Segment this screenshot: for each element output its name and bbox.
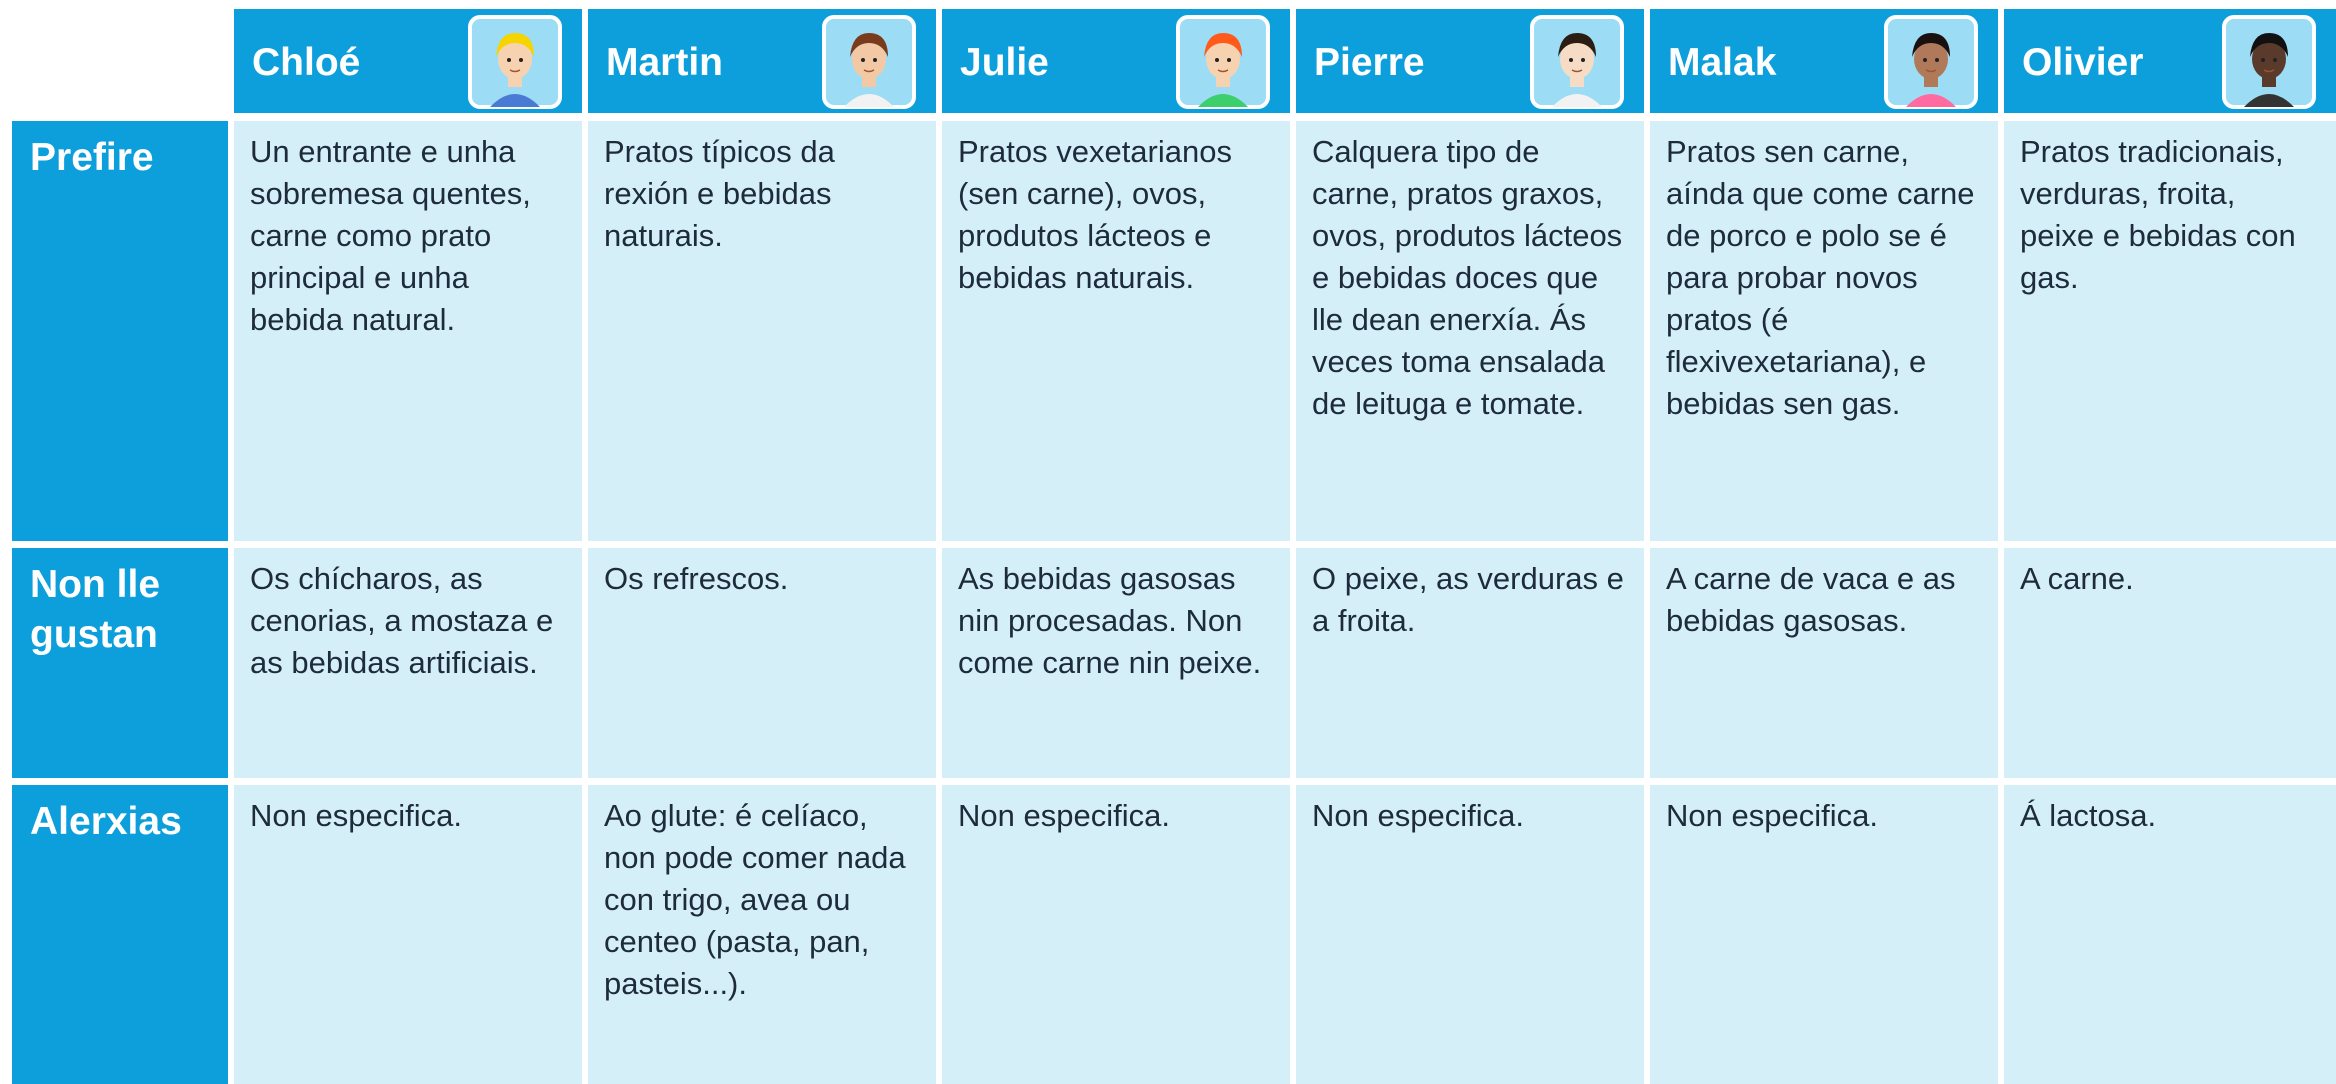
person-header-text: Julie xyxy=(960,41,1049,84)
table-cell-text: Pratos sen carne, aínda que come carne d… xyxy=(1666,134,1975,421)
avatar xyxy=(822,15,916,109)
table-cell-text: Non especifica. xyxy=(958,798,1170,833)
row-label: Non lle gustan xyxy=(12,548,228,778)
table-cell: A carne. xyxy=(2004,548,2336,778)
table-cell-text: Un entrante e unha sobremesa quentes, ca… xyxy=(250,134,531,337)
avatar xyxy=(2222,15,2316,109)
table-cell: Non especifica. xyxy=(1650,785,1998,1084)
table-cell: O peixe, as verduras e a froita. xyxy=(1296,548,1644,778)
table-cell: As bebidas gasosas nin procesadas. Non c… xyxy=(942,548,1290,778)
table-cell: Calquera tipo de carne, pratos graxos, o… xyxy=(1296,121,1644,541)
table-cell: Un entrante e unha sobremesa quentes, ca… xyxy=(234,121,582,541)
table-cell: Non especifica. xyxy=(234,785,582,1084)
person-header-text: Olivier xyxy=(2022,41,2144,84)
person-header: Martin xyxy=(588,9,936,113)
avatar xyxy=(1884,15,1978,109)
table-cell: Pratos típicos da rexión e bebidas natur… xyxy=(588,121,936,541)
table-cell: Pratos sen carne, aínda que come carne d… xyxy=(1650,121,1998,541)
table-cell: A carne de vaca e as bebidas gasosas. xyxy=(1650,548,1998,778)
table-cell-text: Non especifica. xyxy=(250,798,462,833)
person-header: Malak xyxy=(1650,9,1998,113)
table-cell-text: Á lactosa. xyxy=(2020,798,2157,833)
table-cell-text: Non especifica. xyxy=(1666,798,1878,833)
table-cell-text: A carne. xyxy=(2020,561,2134,596)
avatar xyxy=(1176,15,1270,109)
person-header-text: Martin xyxy=(606,41,723,84)
table-cell-text: Ao glute: é celíaco, non pode comer nada… xyxy=(604,798,906,1001)
table-cell-text: Pratos típicos da rexión e bebidas natur… xyxy=(604,134,835,253)
table-cell-text: A carne de vaca e as bebidas gasosas. xyxy=(1666,561,1956,638)
table-cell: Os chícharos, as cenorias, a mostaza e a… xyxy=(234,548,582,778)
table-cell: Á lactosa. xyxy=(2004,785,2336,1084)
table-cell: Ao glute: é celíaco, non pode comer nada… xyxy=(588,785,936,1084)
table-cell-text: As bebidas gasosas nin procesadas. Non c… xyxy=(958,561,1262,680)
person-header: Chloé xyxy=(234,9,582,113)
person-header-text: Pierre xyxy=(1314,41,1425,84)
table-cell-text: Non especifica. xyxy=(1312,798,1524,833)
table-cell: Non especifica. xyxy=(1296,785,1644,1084)
row-label: Prefire xyxy=(12,121,228,541)
table-cell: Pratos vexetarianos (sen carne), ovos, p… xyxy=(942,121,1290,541)
person-header: Julie xyxy=(942,9,1290,113)
row-label: Alerxias xyxy=(12,785,228,1084)
person-header-text: Malak xyxy=(1668,41,1777,84)
person-header: Olivier xyxy=(2004,9,2336,113)
table-cell: Os refrescos. xyxy=(588,548,936,778)
person-header-text: Chloé xyxy=(252,41,361,84)
table-cell-text: Pratos tradicionais, verduras, froita, p… xyxy=(2020,134,2296,295)
row-label-text: Alerxias xyxy=(30,800,182,843)
table-cell: Non especifica. xyxy=(942,785,1290,1084)
table-cell-text: Calquera tipo de carne, pratos graxos, o… xyxy=(1312,134,1623,421)
table-cell-text: Os refrescos. xyxy=(604,561,789,596)
table-cell: Pratos tradicionais, verduras, froita, p… xyxy=(2004,121,2336,541)
avatar xyxy=(468,15,562,109)
person-header: Pierre xyxy=(1296,9,1644,113)
avatar xyxy=(1530,15,1624,109)
row-label-text: Prefire xyxy=(30,136,154,179)
table-cell-text: O peixe, as verduras e a froita. xyxy=(1312,561,1624,638)
table-cell-text: Pratos vexetarianos (sen carne), ovos, p… xyxy=(958,134,1232,295)
row-label-text: Non lle gustan xyxy=(30,563,161,656)
table-cell-text: Os chícharos, as cenorias, a mostaza e a… xyxy=(250,561,554,680)
